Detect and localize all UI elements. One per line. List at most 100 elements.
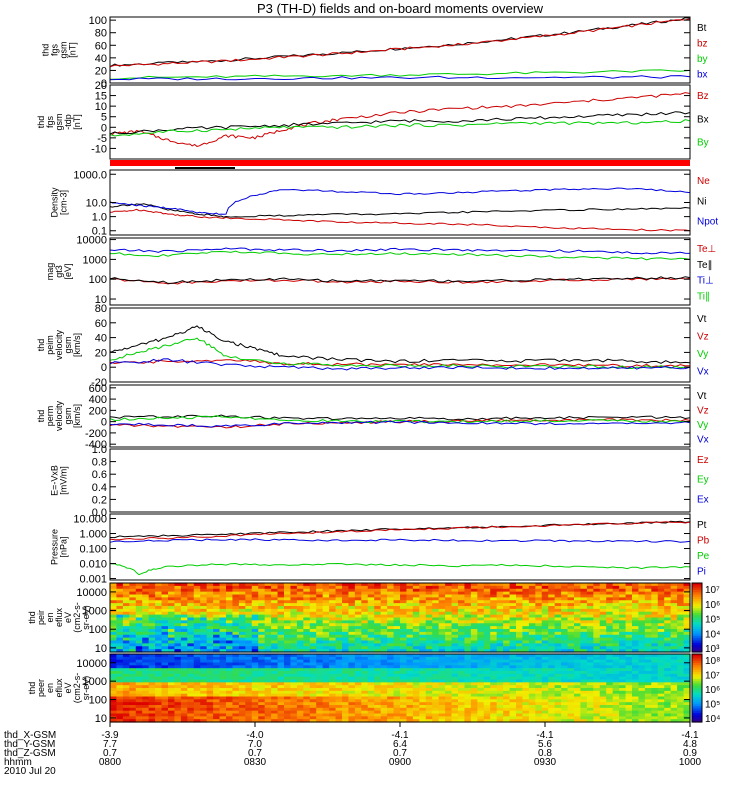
heatmap-cell: [657, 608, 665, 613]
heatmap-cell: [303, 597, 311, 601]
colorbar-cell: [692, 645, 702, 648]
heatmap-cell: [400, 676, 408, 681]
heatmap-cell: [664, 693, 672, 698]
heatmap-cell: [619, 626, 627, 630]
heatmap-cell: [677, 588, 685, 593]
heatmap-cell: [638, 629, 646, 633]
heatmap-cell: [541, 617, 549, 621]
heatmap-cell: [116, 668, 124, 672]
heatmap-cell: [561, 594, 569, 598]
heatmap-cell: [110, 710, 118, 715]
heatmap-cell: [226, 699, 234, 703]
heatmap-cell: [174, 640, 182, 644]
heatmap-cell: [271, 606, 279, 610]
heatmap-cell: [470, 682, 478, 686]
heatmap-cell: [580, 685, 588, 689]
heatmap-cell: [271, 591, 279, 596]
heatmap-cell: [187, 608, 195, 613]
heatmap-cell: [290, 707, 298, 712]
heatmap-cell: [664, 623, 672, 627]
heatmap-cell: [522, 594, 530, 598]
heatmap-cell: [470, 671, 478, 675]
heatmap-cell: [296, 719, 304, 723]
heatmap-cell: [496, 659, 504, 664]
heatmap-cell: [683, 617, 691, 621]
heatmap-cell: [425, 591, 433, 596]
heatmap-cell: [329, 696, 337, 700]
heatmap-cell: [425, 688, 433, 692]
heatmap-cell: [438, 676, 446, 681]
heatmap-cell: [477, 603, 485, 607]
heatmap-cell: [496, 707, 504, 712]
heatmap-cell: [284, 690, 292, 695]
heatmap-cell: [432, 676, 440, 681]
heatmap-cell: [496, 665, 504, 669]
heatmap-cell: [593, 634, 601, 639]
heatmap-cell: [206, 702, 214, 706]
heatmap-cell: [264, 679, 272, 683]
heatmap-cell: [374, 685, 382, 689]
heatmap-cell: [625, 649, 633, 653]
heatmap-cell: [483, 696, 491, 700]
heatmap-cell: [412, 614, 420, 619]
heatmap-cell: [509, 719, 517, 723]
heatmap-cell: [522, 702, 530, 706]
heatmap-cell: [245, 676, 253, 681]
heatmap-cell: [503, 631, 511, 636]
heatmap-cell: [374, 679, 382, 683]
heatmap-cell: [677, 603, 685, 607]
heatmap-cell: [122, 705, 130, 709]
heatmap-cell: [354, 659, 362, 664]
heatmap-cell: [122, 608, 130, 613]
heatmap-cell: [412, 646, 420, 650]
heatmap-cell: [657, 716, 665, 720]
heatmap-cell: [425, 685, 433, 689]
heatmap-cell: [135, 614, 143, 619]
heatmap-cell: [548, 588, 556, 593]
heatmap-cell: [348, 611, 356, 616]
heatmap-cell: [651, 713, 659, 717]
heatmap-cell: [148, 690, 156, 695]
heatmap-cell: [548, 585, 556, 590]
heatmap-cell: [367, 608, 375, 613]
heatmap-cell: [490, 583, 498, 587]
heatmap-cell: [116, 710, 124, 715]
heatmap-cell: [316, 676, 324, 681]
heatmap-cell: [496, 637, 504, 642]
heatmap-cell: [567, 643, 575, 647]
heatmap-cell: [322, 591, 330, 596]
heatmap-cell: [354, 719, 362, 723]
heatmap-cell: [503, 617, 511, 621]
heatmap-cell: [651, 710, 659, 715]
heatmap-cell: [664, 585, 672, 590]
heatmap-cell: [490, 679, 498, 683]
heatmap-cell: [361, 696, 369, 700]
heatmap-cell: [574, 682, 582, 686]
heatmap-cell: [142, 656, 150, 661]
legend-label: Pb: [697, 536, 710, 547]
heatmap-cell: [586, 659, 594, 664]
heatmap-cell: [122, 719, 130, 723]
heatmap-cell: [155, 608, 163, 613]
heatmap-cell: [541, 640, 549, 644]
heatmap-cell: [258, 662, 266, 666]
legend-label: Vt: [697, 314, 707, 325]
heatmap-cell: [232, 656, 240, 661]
heatmap-cell: [638, 594, 646, 598]
heatmap-cell: [142, 671, 150, 675]
heatmap-cell: [683, 702, 691, 706]
heatmap-cell: [277, 673, 285, 678]
heatmap-cell: [387, 588, 395, 593]
heatmap-cell: [561, 654, 569, 658]
heatmap-cell: [561, 656, 569, 661]
heatmap-cell: [522, 713, 530, 717]
heatmap-cell: [110, 693, 118, 698]
heatmap-cell: [374, 668, 382, 672]
heatmap-cell: [116, 606, 124, 610]
heatmap-cell: [174, 690, 182, 695]
heatmap-cell: [477, 643, 485, 647]
heatmap-cell: [335, 629, 343, 633]
y-axis-label: thd: [27, 611, 37, 624]
heatmap-cell: [116, 620, 124, 624]
heatmap-cell: [541, 583, 549, 587]
